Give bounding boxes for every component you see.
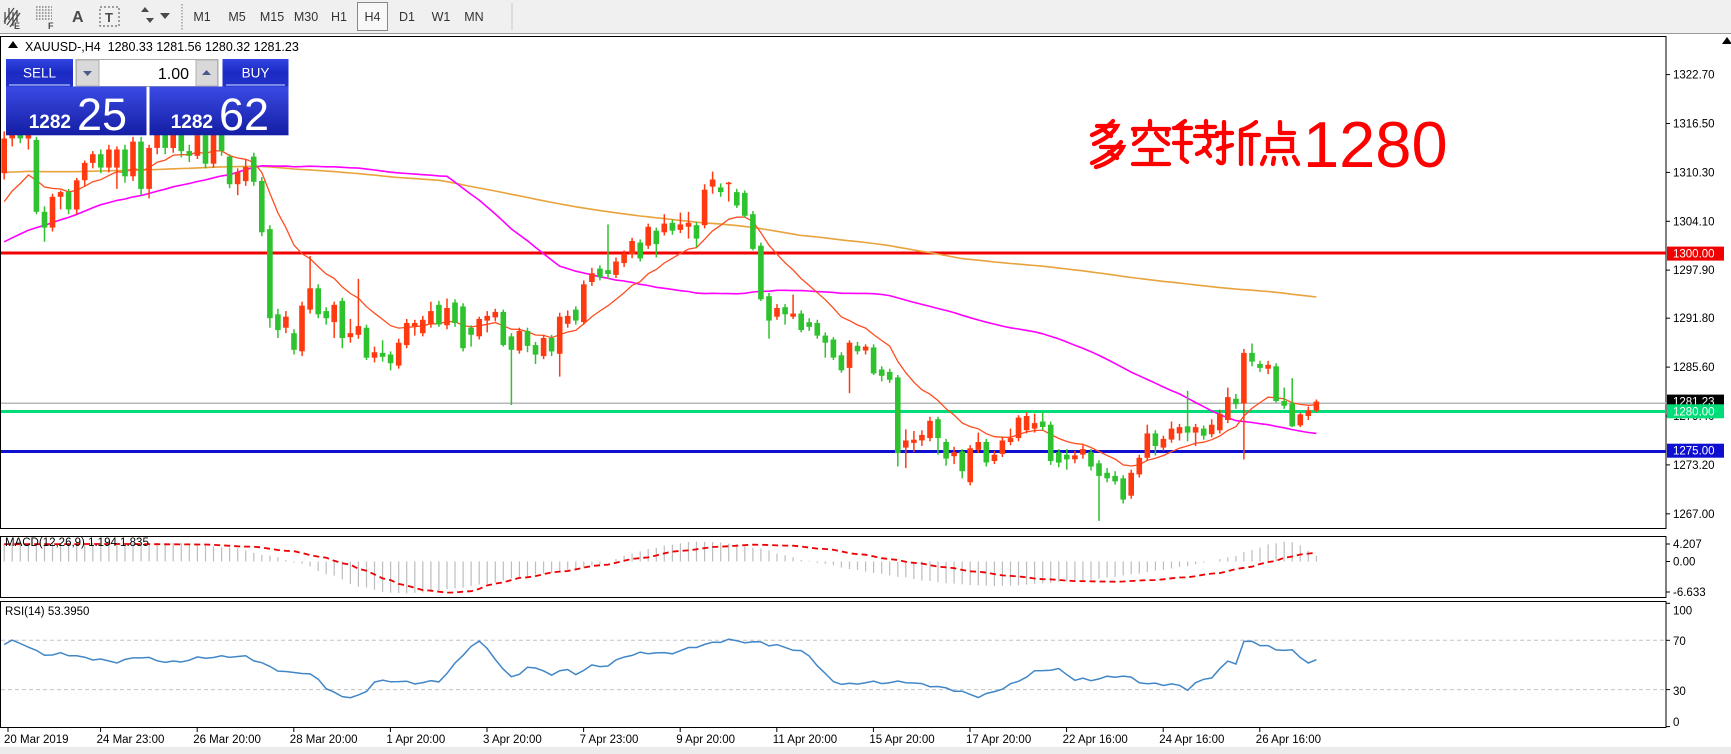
svg-text:25: 25 — [77, 89, 127, 140]
svg-text:1.00: 1.00 — [158, 66, 189, 83]
svg-text:T: T — [105, 10, 113, 25]
svg-text:1282: 1282 — [171, 112, 213, 133]
svg-text:1275.00: 1275.00 — [1673, 446, 1715, 458]
svg-text:M5: M5 — [228, 10, 245, 24]
svg-text:15 Apr 20:00: 15 Apr 20:00 — [869, 734, 934, 746]
svg-text:E: E — [14, 21, 20, 31]
svg-text:1285.60: 1285.60 — [1673, 362, 1715, 374]
svg-text:1282: 1282 — [29, 112, 71, 133]
svg-text:1304.10: 1304.10 — [1673, 216, 1715, 228]
svg-text:1297.90: 1297.90 — [1673, 265, 1715, 277]
svg-text:BUY: BUY — [242, 66, 270, 81]
svg-text:1322.70: 1322.70 — [1673, 70, 1715, 82]
svg-text:RSI(14) 53.3950: RSI(14) 53.3950 — [5, 606, 89, 618]
svg-text:4.207: 4.207 — [1673, 539, 1702, 551]
svg-text:1280: 1280 — [1303, 108, 1448, 181]
svg-text:F: F — [48, 21, 54, 31]
svg-text:0: 0 — [1673, 717, 1679, 729]
svg-text:H1: H1 — [331, 10, 347, 24]
svg-text:26 Apr 16:00: 26 Apr 16:00 — [1256, 734, 1321, 746]
svg-text:MACD(12,26,9) 1.194 1.835: MACD(12,26,9) 1.194 1.835 — [5, 537, 149, 549]
svg-text:SELL: SELL — [23, 66, 57, 81]
svg-text:1316.50: 1316.50 — [1673, 119, 1715, 131]
svg-text:30: 30 — [1673, 686, 1686, 698]
svg-text:0.00: 0.00 — [1673, 557, 1695, 569]
svg-text:70: 70 — [1673, 636, 1686, 648]
svg-text:1291.80: 1291.80 — [1673, 313, 1715, 325]
svg-text:24 Mar 23:00: 24 Mar 23:00 — [97, 734, 165, 746]
svg-text:62: 62 — [219, 89, 269, 140]
svg-text:MN: MN — [464, 10, 483, 24]
svg-text:28 Mar 20:00: 28 Mar 20:00 — [290, 734, 358, 746]
svg-text:1300.00: 1300.00 — [1673, 249, 1715, 261]
svg-text:1280.00: 1280.00 — [1673, 406, 1715, 418]
svg-text:11 Apr 20:00: 11 Apr 20:00 — [773, 734, 837, 746]
svg-text:100: 100 — [1673, 605, 1692, 617]
svg-text:W1: W1 — [432, 10, 451, 24]
svg-text:-6.633: -6.633 — [1673, 587, 1706, 599]
svg-text:17 Apr 20:00: 17 Apr 20:00 — [966, 734, 1031, 746]
svg-text:M15: M15 — [260, 10, 284, 24]
svg-text:1267.00: 1267.00 — [1673, 509, 1715, 521]
svg-text:A: A — [72, 9, 84, 26]
svg-text:XAUUSD-,H4 1280.33 1281.56 12: XAUUSD-,H4 1280.33 1281.56 1280.32 1281.… — [25, 40, 299, 54]
svg-text:3 Apr 20:00: 3 Apr 20:00 — [483, 734, 542, 746]
svg-text:9 Apr 20:00: 9 Apr 20:00 — [676, 734, 735, 746]
svg-text:22 Apr 16:00: 22 Apr 16:00 — [1063, 734, 1128, 746]
svg-text:7 Apr 23:00: 7 Apr 23:00 — [580, 734, 639, 746]
svg-text:20 Mar 2019: 20 Mar 2019 — [4, 734, 69, 746]
svg-text:H4: H4 — [365, 10, 381, 24]
svg-text:D1: D1 — [399, 10, 415, 24]
svg-text:1310.30: 1310.30 — [1673, 167, 1715, 179]
svg-text:1273.20: 1273.20 — [1673, 460, 1715, 472]
svg-text:24 Apr 16:00: 24 Apr 16:00 — [1159, 734, 1224, 746]
svg-text:M30: M30 — [294, 10, 318, 24]
svg-text:26 Mar 20:00: 26 Mar 20:00 — [193, 734, 261, 746]
svg-text:1 Apr 20:00: 1 Apr 20:00 — [386, 734, 445, 746]
svg-text:M1: M1 — [193, 10, 210, 24]
